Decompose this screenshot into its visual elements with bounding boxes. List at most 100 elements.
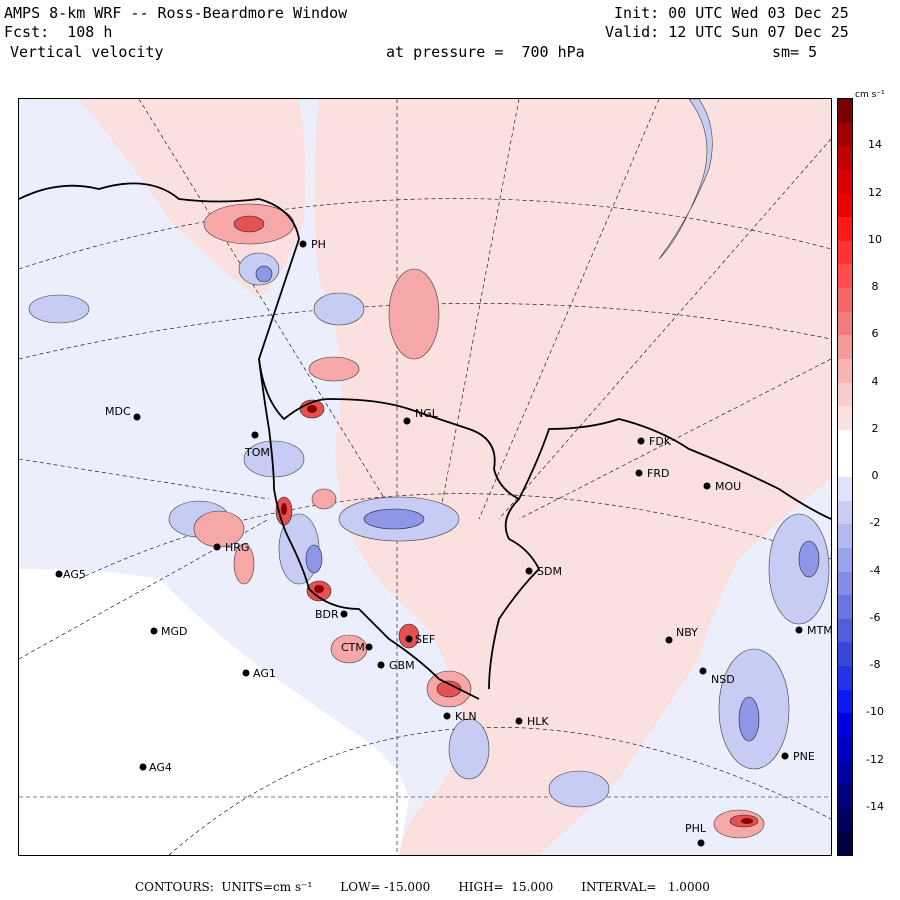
colorbar-segment <box>838 595 852 620</box>
colorbar-tick-label: -2 <box>869 516 881 530</box>
coastline <box>19 182 831 700</box>
station-mgd: MGD <box>150 625 188 638</box>
colorbar-segment <box>838 382 852 407</box>
contour-high: HIGH= 15.000 <box>458 880 554 894</box>
colorbar-segment <box>838 524 852 549</box>
station-label: SEF <box>415 633 435 646</box>
colorbar-tick-label: -8 <box>869 658 881 671</box>
contour-info: CONTOURS: UNITS=cm s⁻¹ LOW= -15.000 HIGH= … <box>135 880 738 894</box>
station-ag4: AG4 <box>139 761 172 774</box>
station-label: MDC <box>105 405 131 418</box>
ascent-patches <box>193 203 765 839</box>
valid-time: Valid: 12 UTC Sun 07 Dec 25 <box>605 23 849 41</box>
colorbar-segment <box>838 689 852 714</box>
colorbar-segment <box>838 453 852 478</box>
colorbar-units: cm s⁻¹ <box>855 90 885 100</box>
colorbar-segment <box>838 571 852 596</box>
station-hrg: HRG <box>213 541 249 554</box>
station-label: CTM <box>341 641 365 654</box>
colorbar-segment <box>838 713 852 738</box>
station-label: AG1 <box>253 667 276 680</box>
station-nsd: NSD <box>699 667 735 686</box>
map-title: AMPS 8-km WRF -- Ross-Beardmore Window <box>4 4 348 22</box>
colorbar-segment <box>838 335 852 360</box>
station-fdk: FDK <box>637 435 672 448</box>
station-bdr: BDR <box>315 608 348 621</box>
contour-interval: INTERVAL= 1.0000 <box>581 880 710 894</box>
colorbar-segment <box>838 500 852 525</box>
colorbar-segment <box>838 217 852 242</box>
station-kln: KLN <box>443 710 477 723</box>
colorbar-segment <box>838 311 852 336</box>
station-mdc: MDC <box>105 405 141 421</box>
field-name: Vertical velocity <box>10 43 164 61</box>
colorbar-segment <box>838 264 852 289</box>
colorbar-segment <box>838 618 852 643</box>
station-label: TOM <box>244 446 270 459</box>
terrain-mask-region <box>19 569 409 855</box>
colorbar-segment <box>838 406 852 431</box>
station-sdm: SDM <box>525 565 562 578</box>
station-label: HRG <box>225 541 249 554</box>
colorbar-segment <box>838 240 852 265</box>
colorbar-tick-label: -4 <box>869 563 881 577</box>
colorbar-tick-label: -6 <box>869 610 881 624</box>
station-label: FDK <box>649 435 672 448</box>
colorbar-segment <box>838 642 852 667</box>
extreme-ascent-cores <box>281 405 753 824</box>
colorbar <box>837 98 853 856</box>
colorbar-tick-label: -12 <box>866 752 884 766</box>
station-label: GBM <box>389 659 415 672</box>
colorbar-segment <box>838 429 852 454</box>
contour-units: CONTOURS: UNITS=cm s⁻¹ <box>135 880 313 894</box>
station-pne: PNE <box>781 750 815 763</box>
map-panel[interactable]: PH MDC NGL TOM FDK FRD MOU AG5 SDM MGD N… <box>18 98 832 856</box>
colorbar-segment <box>838 807 852 832</box>
station-label: PNE <box>793 750 815 763</box>
colorbar-segment <box>838 547 852 572</box>
colorbar-tick-label: 6 <box>871 327 879 341</box>
colorbar-segment <box>838 146 852 171</box>
station-label: FRD <box>647 467 669 480</box>
station-label: MOU <box>715 480 741 493</box>
colorbar-segment <box>838 477 852 502</box>
station-tom: TOM <box>244 431 270 459</box>
colorbar-segment <box>838 784 852 809</box>
station-label: NBY <box>676 626 698 639</box>
graticule <box>19 99 831 855</box>
station-hlk: HLK <box>515 715 549 728</box>
strong-descent-cores <box>255 265 820 742</box>
station-label: AG5 <box>63 568 86 581</box>
station-ph: PH <box>299 238 326 251</box>
station-ag1: AG1 <box>242 667 276 680</box>
colorbar-segment <box>838 666 852 691</box>
station-label: NGL <box>415 407 439 420</box>
colorbar-segment <box>838 122 852 147</box>
colorbar-segment <box>838 169 852 194</box>
colorbar-tick-label: -14 <box>866 799 884 813</box>
station-mtm: MTM <box>795 624 831 637</box>
colorbar-tick-label: 4 <box>871 374 879 388</box>
colorbar-segment <box>838 193 852 218</box>
station-gbm: GBM <box>377 659 415 672</box>
pressure-level: at pressure = 700 hPa <box>386 43 585 61</box>
vertical-velocity-map: PH MDC NGL TOM FDK FRD MOU AG5 SDM MGD N… <box>19 99 831 855</box>
weak-ascent-region-north <box>79 99 306 299</box>
colorbar-segment <box>838 831 852 856</box>
station-mou: MOU <box>703 480 741 493</box>
station-label: BDR <box>315 608 339 621</box>
forecast-hour: Fcst: 108 h <box>4 23 113 41</box>
station-label: PH <box>311 238 326 251</box>
colorbar-tick-label: 12 <box>868 185 882 199</box>
colorbar-tick-label: 14 <box>868 138 882 152</box>
colorbar-tick-label: 8 <box>871 280 879 293</box>
station-label: KLN <box>455 710 477 723</box>
init-time: Init: 00 UTC Wed 03 Dec 25 <box>614 4 849 22</box>
colorbar-tick-label: 0 <box>871 469 879 482</box>
station-ag5: AG5 <box>55 568 86 581</box>
colorbar-tick-label: 10 <box>868 232 882 246</box>
colorbar-tick-label: 2 <box>871 421 879 435</box>
station-sef: SEF <box>405 633 435 646</box>
colorbar-segment <box>838 99 852 124</box>
station-label: MGD <box>161 625 188 638</box>
